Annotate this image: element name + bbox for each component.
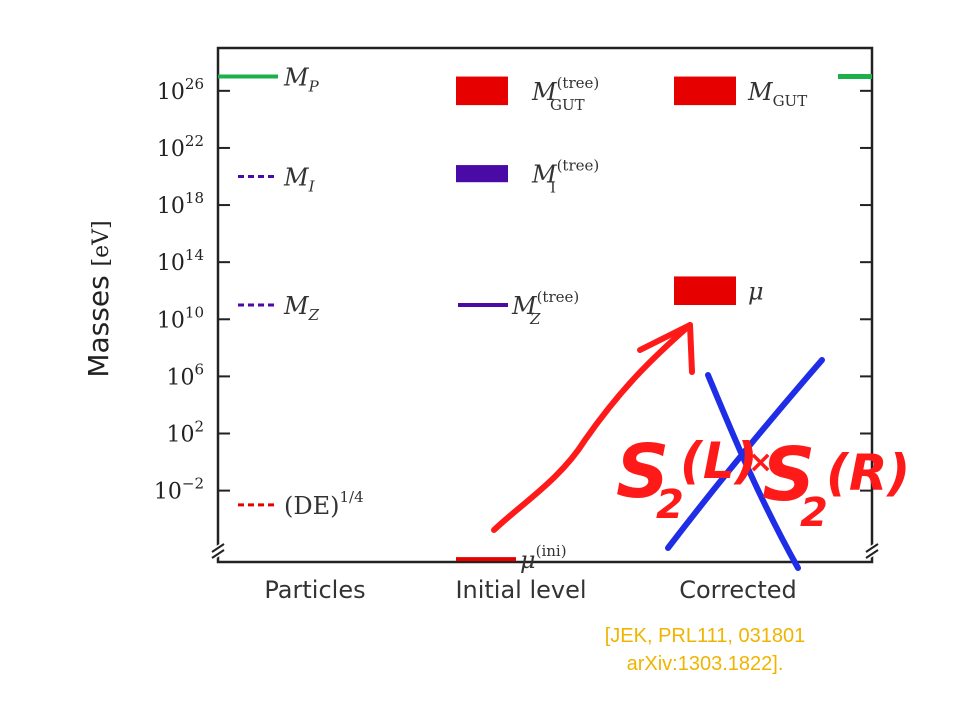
level-label: MZ	[283, 292, 320, 324]
level-block	[674, 276, 736, 305]
y-ticks: 10−2 102 106 1010 1014 1018 1022 1026 Masses [eV…	[82, 75, 872, 505]
level-label: M(tree) Z	[511, 288, 579, 328]
citation-line-2: arXiv:1303.1822].	[626, 653, 784, 675]
y-axis-label: Masses [eV]	[82, 220, 115, 377]
y-tick-label: 10−2	[154, 475, 204, 505]
axes	[210, 46, 880, 564]
level-block	[456, 76, 508, 106]
axis-break-mark	[211, 543, 225, 559]
level-block	[456, 165, 508, 183]
ink-s-left: S	[616, 429, 669, 515]
category-label: Particles	[264, 576, 365, 604]
level-label: MGUT	[747, 78, 807, 110]
level-block	[674, 76, 736, 106]
category-labels: Particles Initial level Corrected	[264, 576, 796, 604]
category-label: Initial level	[455, 576, 586, 604]
ink-paren-left: (L)	[680, 432, 758, 490]
ink-cross-1	[705, 372, 801, 571]
y-tick-label: 1010	[157, 303, 204, 333]
ink-s-right: S	[762, 432, 815, 518]
level-label: μ	[748, 278, 764, 306]
level-label: MP	[283, 64, 320, 96]
level-label: μ(ini)	[520, 542, 567, 574]
level-label: MI	[283, 164, 316, 196]
ink-arrow-shaft	[491, 322, 693, 533]
plot-frame	[216, 46, 874, 564]
hand-annotation: S2(L)×S2(R)	[491, 322, 910, 571]
citation: [JEK, PRL111, 031801 arXiv:1303.1822].	[560, 622, 850, 678]
level-label: (DE)1/4	[284, 488, 364, 520]
ink-times: ×	[748, 445, 773, 480]
axis-break-mark	[865, 543, 879, 559]
category-label: Corrected	[679, 576, 797, 604]
y-tick-label: 1026	[157, 75, 204, 105]
y-tick-label: 1018	[157, 189, 204, 219]
ink-arrow-head	[637, 322, 695, 375]
y-tick-label: 102	[166, 418, 204, 448]
y-tick-label: 1022	[157, 132, 204, 162]
y-tick-label: 1014	[157, 246, 204, 276]
citation-line-1: [JEK, PRL111, 031801	[604, 625, 806, 647]
levels	[218, 74, 872, 562]
level-label: M(tree) GUT	[531, 74, 599, 114]
ink-sub-left: 2	[656, 482, 684, 528]
ink-sub-right: 2	[800, 490, 828, 536]
y-tick-label: 106	[166, 360, 204, 390]
ink-cross-2	[665, 357, 825, 551]
ink-paren-right: (R)	[826, 444, 910, 502]
level-label: M(tree) I	[531, 157, 599, 197]
level-labels: MP MI MZ (DE)1/4 M(tree) GUT M(tree) I M(tree) Z μ…	[283, 64, 807, 575]
